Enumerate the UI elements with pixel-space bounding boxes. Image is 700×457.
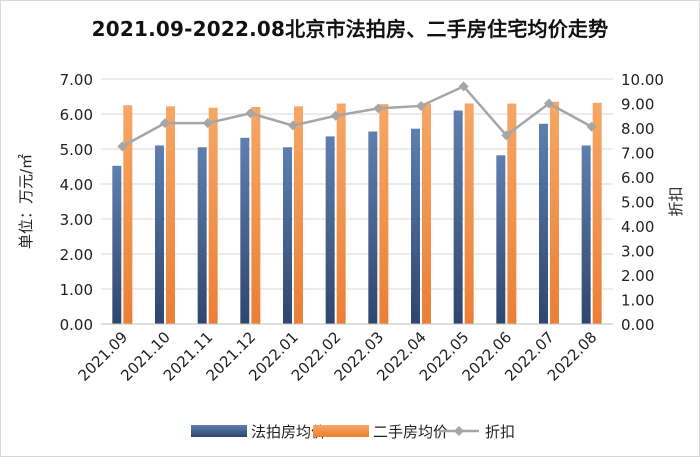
- y-right-tick-label: 1.00: [621, 292, 654, 310]
- discount-marker: [202, 118, 213, 129]
- bar-resale-price: [422, 103, 431, 324]
- y-right-tick-label: 9.00: [621, 96, 654, 114]
- discount-marker: [586, 121, 597, 132]
- y-right-tick-label: 5.00: [621, 194, 654, 212]
- legend-marker-discount: [454, 426, 464, 436]
- y-right-tick-label: 4.00: [621, 218, 654, 236]
- bar-resale-price: [251, 107, 261, 324]
- bar-resale-price: [550, 101, 559, 324]
- bar-auction-price: [453, 110, 463, 324]
- discount-marker: [288, 120, 298, 131]
- bar-resale-price: [166, 106, 175, 324]
- discount-line: [121, 84, 593, 148]
- bar-auction-price: [368, 131, 378, 324]
- bar-auction-price: [411, 128, 420, 324]
- legend-label-auction-price: 法拍房均价: [251, 423, 326, 441]
- y-right-axis-title: 折扣: [667, 186, 685, 216]
- bar-auction-price: [283, 147, 292, 324]
- bar-auction-price: [112, 165, 122, 324]
- discount-marker: [544, 98, 554, 109]
- y-right-tick-label: 2.00: [621, 267, 654, 285]
- y-left-tick-label: 7.00: [60, 71, 93, 89]
- legend-label-discount: 折扣: [485, 423, 515, 441]
- y-left-tick-label: 6.00: [60, 106, 93, 124]
- y-right-tick-label: 8.00: [621, 120, 654, 138]
- discount-marker: [330, 110, 341, 121]
- bar-auction-price: [539, 123, 548, 324]
- bar-resale-price: [592, 102, 602, 324]
- bar-auction-price: [240, 137, 250, 324]
- y-right-tick-label: 7.00: [621, 145, 654, 163]
- bar-auction-price: [496, 155, 506, 324]
- bar-resale-price: [379, 104, 389, 324]
- bar-auction-price: [325, 136, 335, 324]
- y-right-tick-label: 10.00: [621, 71, 664, 89]
- bar-resale-price: [464, 103, 474, 324]
- legend-swatch-auction-price: [191, 425, 247, 437]
- legend-label-resale-price: 二手房均价: [373, 423, 448, 441]
- y-right-tick-label: 0.00: [621, 316, 654, 334]
- y-left-tick-label: 1.00: [60, 281, 93, 299]
- discount-marker: [117, 141, 128, 152]
- bar-resale-price: [294, 106, 303, 324]
- discount-marker: [373, 103, 384, 114]
- y-left-axis-title: 单位：万元/㎡: [17, 154, 35, 249]
- bar-resale-price: [123, 105, 133, 324]
- y-right-tick-label: 6.00: [621, 169, 654, 187]
- bar-resale-price: [507, 103, 517, 324]
- y-left-tick-label: 0.00: [60, 316, 93, 334]
- y-left-tick-label: 4.00: [60, 176, 93, 194]
- bar-resale-price: [336, 103, 346, 324]
- discount-marker: [416, 100, 426, 111]
- bar-auction-price: [581, 145, 591, 324]
- discount-marker: [245, 108, 256, 119]
- chart-title: 2021.09-2022.08北京市法拍房、二手房住宅均价走势: [91, 17, 609, 41]
- y-left-tick-label: 3.00: [60, 211, 93, 229]
- legend-swatch-resale-price: [313, 425, 369, 437]
- y-left-tick-label: 2.00: [60, 246, 93, 264]
- y-right-tick-label: 3.00: [621, 243, 654, 261]
- discount-marker: [160, 118, 170, 129]
- bar-auction-price: [155, 145, 164, 324]
- bar-resale-price: [208, 107, 218, 324]
- discount-marker: [501, 130, 512, 141]
- bar-auction-price: [197, 147, 207, 324]
- y-left-tick-label: 5.00: [60, 141, 93, 159]
- discount-marker: [458, 81, 469, 92]
